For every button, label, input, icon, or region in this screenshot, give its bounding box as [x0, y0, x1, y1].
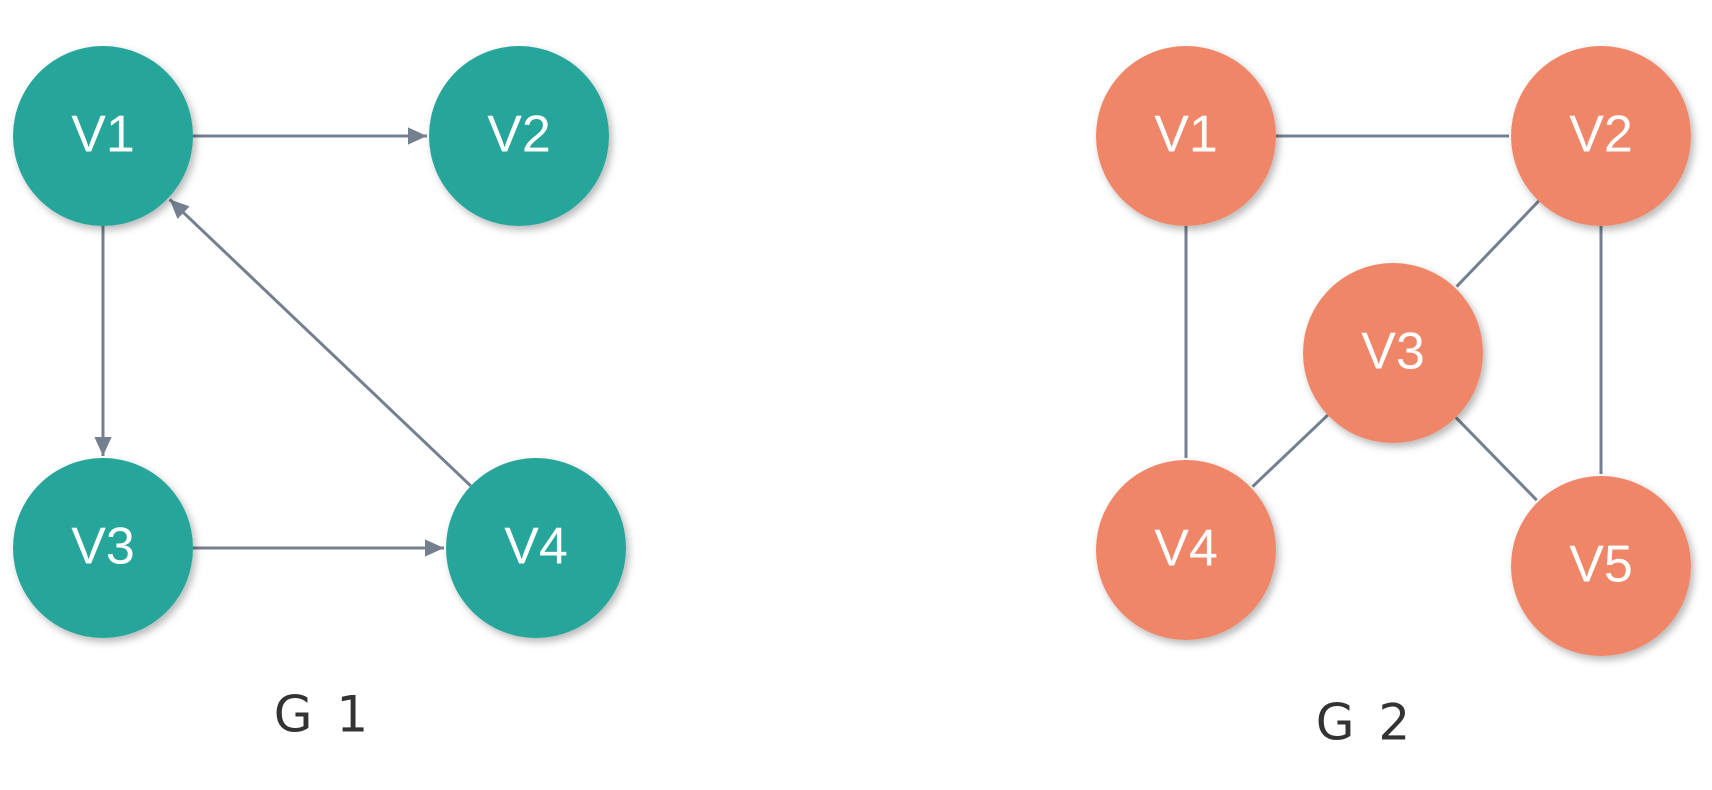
- g2-caption: G 2: [1316, 694, 1414, 752]
- g2-edge-v3-v5: [1454, 416, 1538, 502]
- g1-node-v2-label: V2: [487, 106, 551, 164]
- g2-node-v3: V3: [1303, 263, 1483, 443]
- edges-layer: [94, 127, 1603, 557]
- g2-node-v3-circle: [1303, 263, 1483, 443]
- g2-node-v4: V4: [1096, 460, 1276, 640]
- g2-node-v5: V5: [1511, 476, 1691, 656]
- g2-edge-v3-v4: [1251, 413, 1329, 488]
- g1-node-v3-circle: [13, 458, 193, 638]
- g1-node-v3-label: V3: [71, 518, 135, 576]
- g2-node-v3-label: V3: [1361, 323, 1425, 381]
- g2-edge-v2-v3: [1455, 199, 1540, 288]
- captions-layer: G 1 G 2: [274, 686, 1414, 752]
- g2-node-v4-label: V4: [1154, 520, 1218, 578]
- g1-node-v2: V2: [429, 46, 609, 226]
- g1-edge-v4-v1: [168, 198, 472, 488]
- g1-node-v3: V3: [13, 458, 193, 638]
- g1-caption: G 1: [274, 686, 372, 744]
- g1-node-v4-label: V4: [504, 518, 568, 576]
- g1-node-v1-circle: [13, 46, 193, 226]
- g2-node-v4-circle: [1096, 460, 1276, 640]
- g2-node-v2-circle: [1511, 46, 1691, 226]
- g1-node-v4: V4: [446, 458, 626, 638]
- g2-node-v2-label: V2: [1569, 106, 1633, 164]
- nodes-layer: V1 V2 V3 V4 V1 V2 V3 V4 V5: [13, 46, 1691, 656]
- g2-node-v5-circle: [1511, 476, 1691, 656]
- g1-node-v4-circle: [446, 458, 626, 638]
- g2-node-v1-label: V1: [1154, 106, 1218, 164]
- g2-node-v1-circle: [1096, 46, 1276, 226]
- g1-node-v1-label: V1: [71, 106, 135, 164]
- g2-node-v5-label: V5: [1569, 536, 1633, 594]
- g2-node-v2: V2: [1511, 46, 1691, 226]
- g1-node-v1: V1: [13, 46, 193, 226]
- g1-node-v2-circle: [429, 46, 609, 226]
- g2-node-v1: V1: [1096, 46, 1276, 226]
